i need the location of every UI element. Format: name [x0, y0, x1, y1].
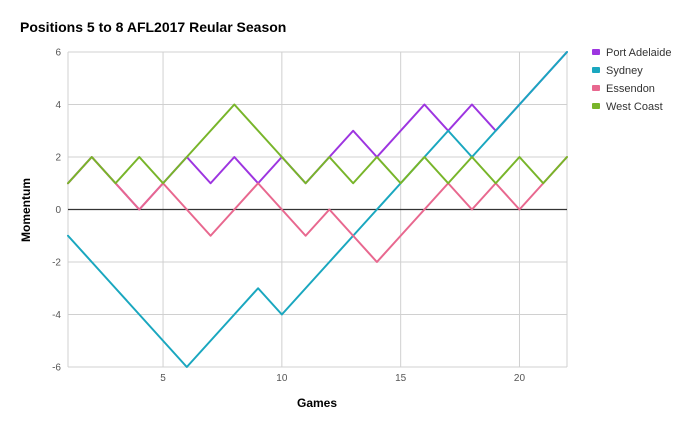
legend-swatch-port-adelaide — [592, 49, 600, 55]
legend-swatch-essendon — [592, 85, 600, 91]
y-tick-label: -6 — [52, 363, 61, 374]
tick-labels: 5 10 15 20 -6 -4 -2 0 2 4 6 — [52, 48, 525, 385]
x-tick-label: 15 — [395, 373, 407, 384]
grid — [67, 51, 568, 368]
y-tick-label: 6 — [55, 48, 61, 59]
y-tick-label: 4 — [55, 100, 61, 111]
legend-swatch-west-coast — [592, 103, 600, 109]
x-tick-label: 5 — [160, 373, 166, 384]
x-axis-title: Games — [297, 396, 337, 410]
legend-label-sydney: Sydney — [606, 65, 643, 77]
series-lines — [67, 51, 568, 368]
legend-label-essendon: Essendon — [606, 83, 655, 95]
x-tick-label: 10 — [276, 373, 288, 384]
series-line-sydney — [67, 51, 568, 368]
y-tick-label: 0 — [55, 205, 61, 216]
legend-swatch-sydney — [592, 67, 600, 73]
legend-label-west-coast: West Coast — [606, 101, 663, 113]
x-tick-label: 20 — [514, 373, 526, 384]
chart-title: Positions 5 to 8 AFL2017 Reular Season — [20, 19, 286, 35]
y-axis-title: Momentum — [19, 178, 33, 242]
legend: Port Adelaide Sydney Essendon West Coast — [592, 47, 671, 113]
series-line-essendon — [67, 156, 568, 263]
y-tick-label: 2 — [55, 153, 61, 164]
legend-label-port-adelaide: Port Adelaide — [606, 47, 671, 59]
y-tick-label: -4 — [52, 310, 61, 321]
y-tick-label: -2 — [52, 258, 61, 269]
series-line-west-coast — [67, 103, 568, 185]
